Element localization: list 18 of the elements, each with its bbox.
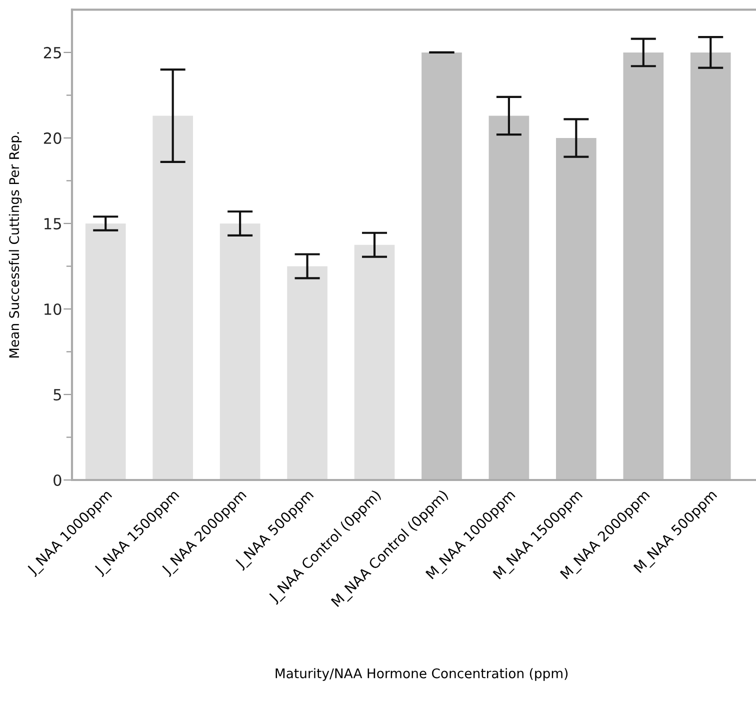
bar [422, 52, 462, 480]
bar [85, 223, 126, 480]
y-tick-label: 25 [44, 46, 61, 58]
y-tick-label: 20 [44, 132, 62, 144]
y-tick-label: 5 [54, 389, 61, 401]
bar [623, 52, 664, 480]
bar [220, 223, 260, 480]
y-tick-label: 15 [44, 218, 61, 230]
bar [488, 116, 530, 480]
bar [556, 138, 596, 480]
y-tick-label: 10 [44, 303, 62, 316]
x-axis-title: Maturity/NAA Hormone Concentration (ppm) [276, 668, 568, 681]
y-axis-title: Mean Successful Cuttings Per Rep. [8, 132, 22, 358]
bar [152, 116, 193, 480]
bar [287, 266, 328, 480]
bar [690, 52, 731, 480]
y-tick-label: 0 [54, 474, 62, 486]
bar [354, 244, 395, 480]
